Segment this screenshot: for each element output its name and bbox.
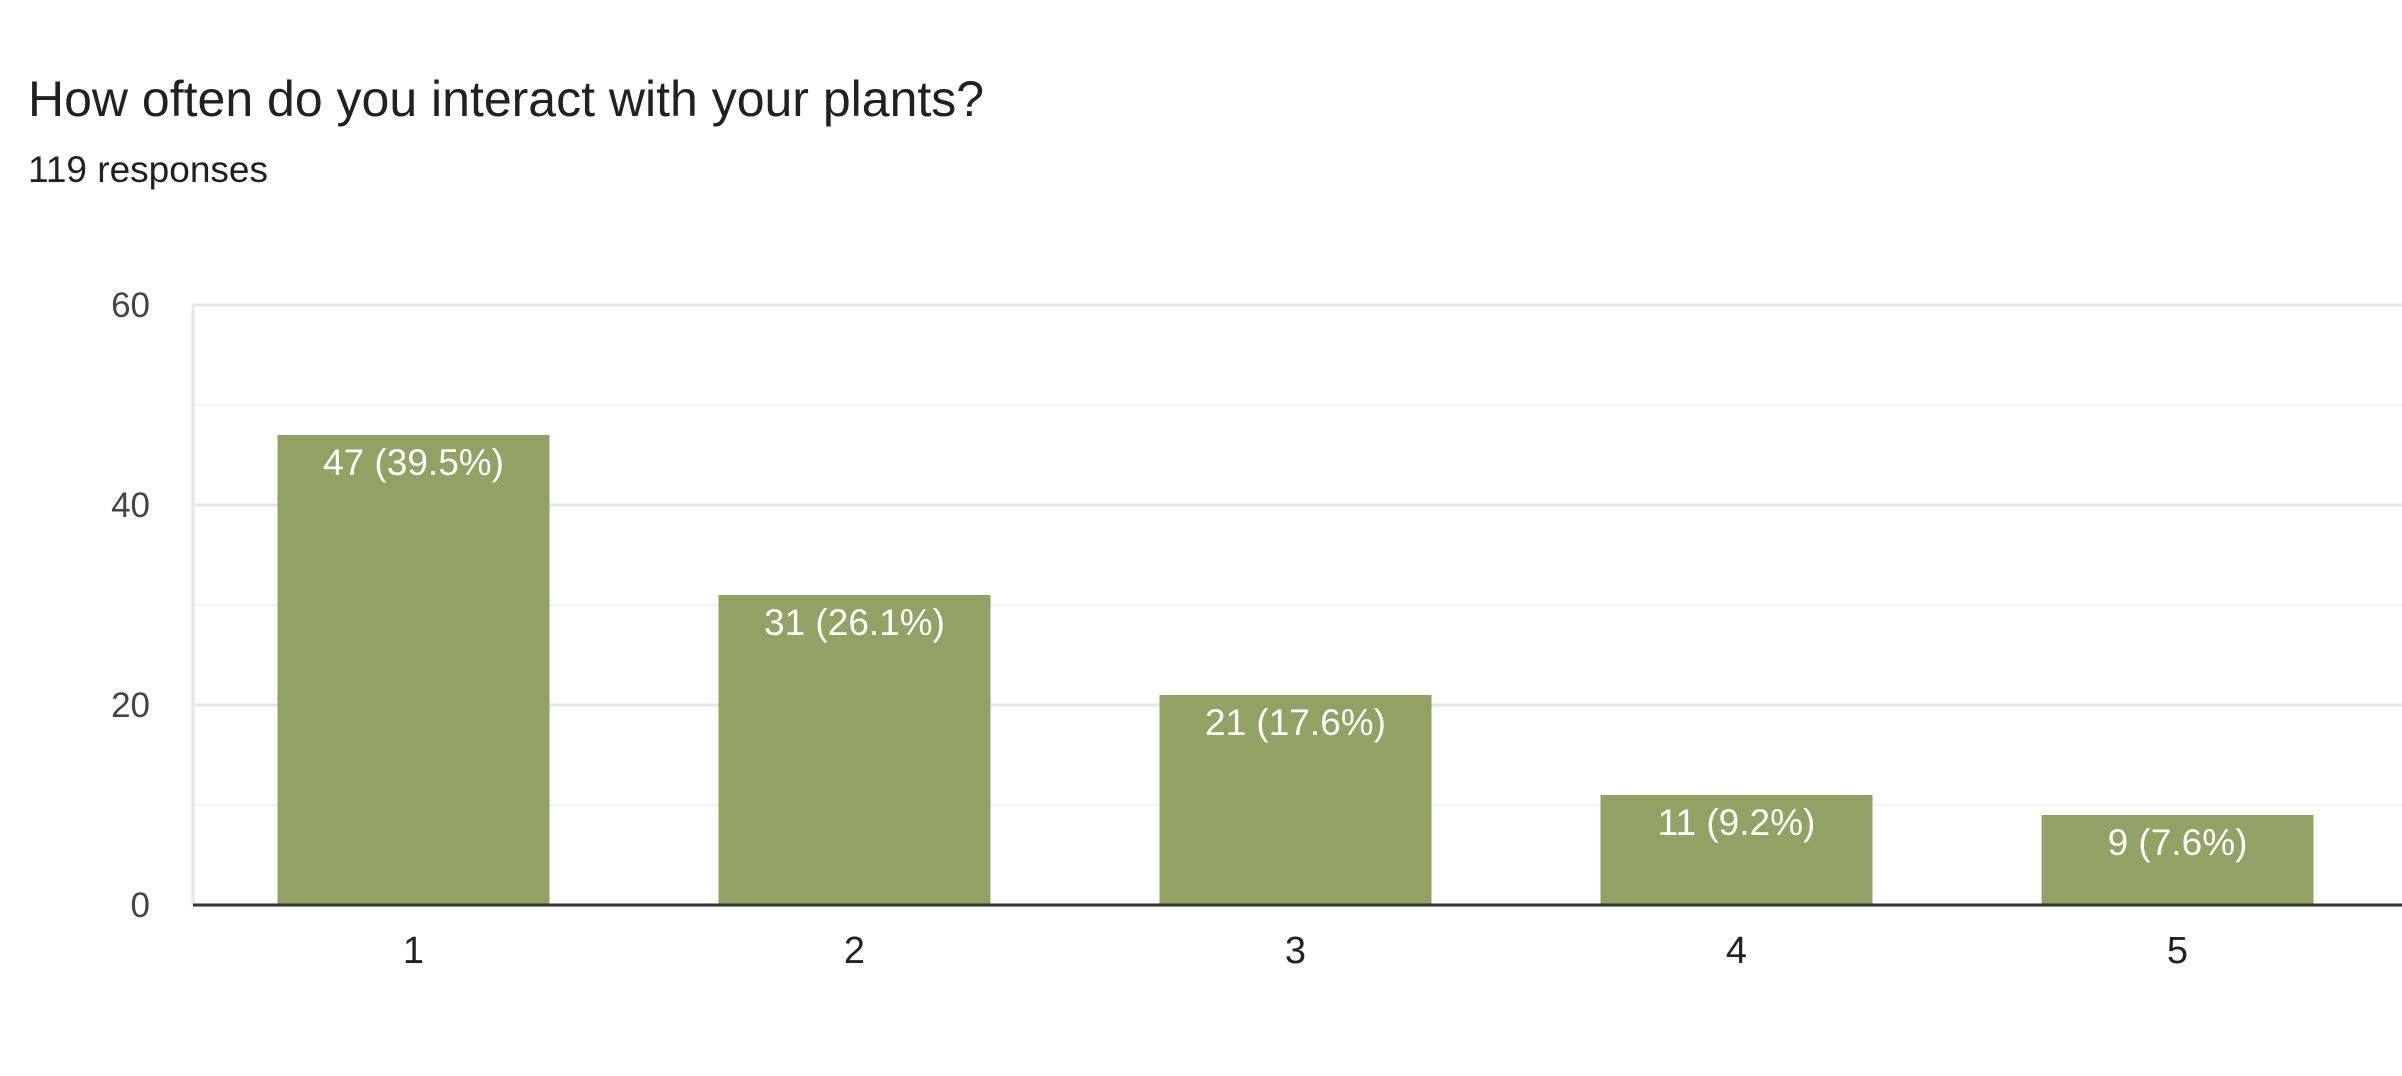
y-tick-label: 20 bbox=[111, 686, 150, 725]
bar-data-label: 9 (7.6%) bbox=[2108, 822, 2248, 863]
bar-4 bbox=[1600, 795, 1873, 905]
bar-1 bbox=[277, 435, 550, 905]
bar-data-label: 31 (26.1%) bbox=[764, 602, 945, 643]
response-count: 119 responses bbox=[28, 149, 268, 190]
y-tick-label: 60 bbox=[111, 286, 150, 325]
x-category-label: 5 bbox=[2167, 930, 2188, 972]
bar-data-label: 21 (17.6%) bbox=[1205, 702, 1386, 743]
chart-title: How often do you interact with your plan… bbox=[28, 71, 985, 127]
y-tick-label: 0 bbox=[131, 886, 150, 925]
bar-data-label: 11 (9.2%) bbox=[1658, 802, 1816, 843]
bar-data-label: 47 (39.5%) bbox=[323, 442, 504, 483]
x-category-label: 3 bbox=[1285, 930, 1306, 972]
x-category-label: 2 bbox=[844, 930, 865, 972]
bar-3 bbox=[1159, 695, 1432, 905]
chart-grid bbox=[191, 303, 2402, 905]
bar-5 bbox=[2041, 815, 2314, 905]
chart-labels: 0 20 40 60 47 (39.5%) 1 31 (26.1%) 2 21 (17.6%) 3… bbox=[111, 286, 2247, 972]
chart-bars bbox=[277, 435, 2314, 905]
bar-2 bbox=[718, 595, 991, 905]
y-tick-label: 40 bbox=[111, 486, 150, 525]
x-category-label: 4 bbox=[1726, 930, 1747, 972]
x-category-label: 1 bbox=[403, 930, 424, 972]
